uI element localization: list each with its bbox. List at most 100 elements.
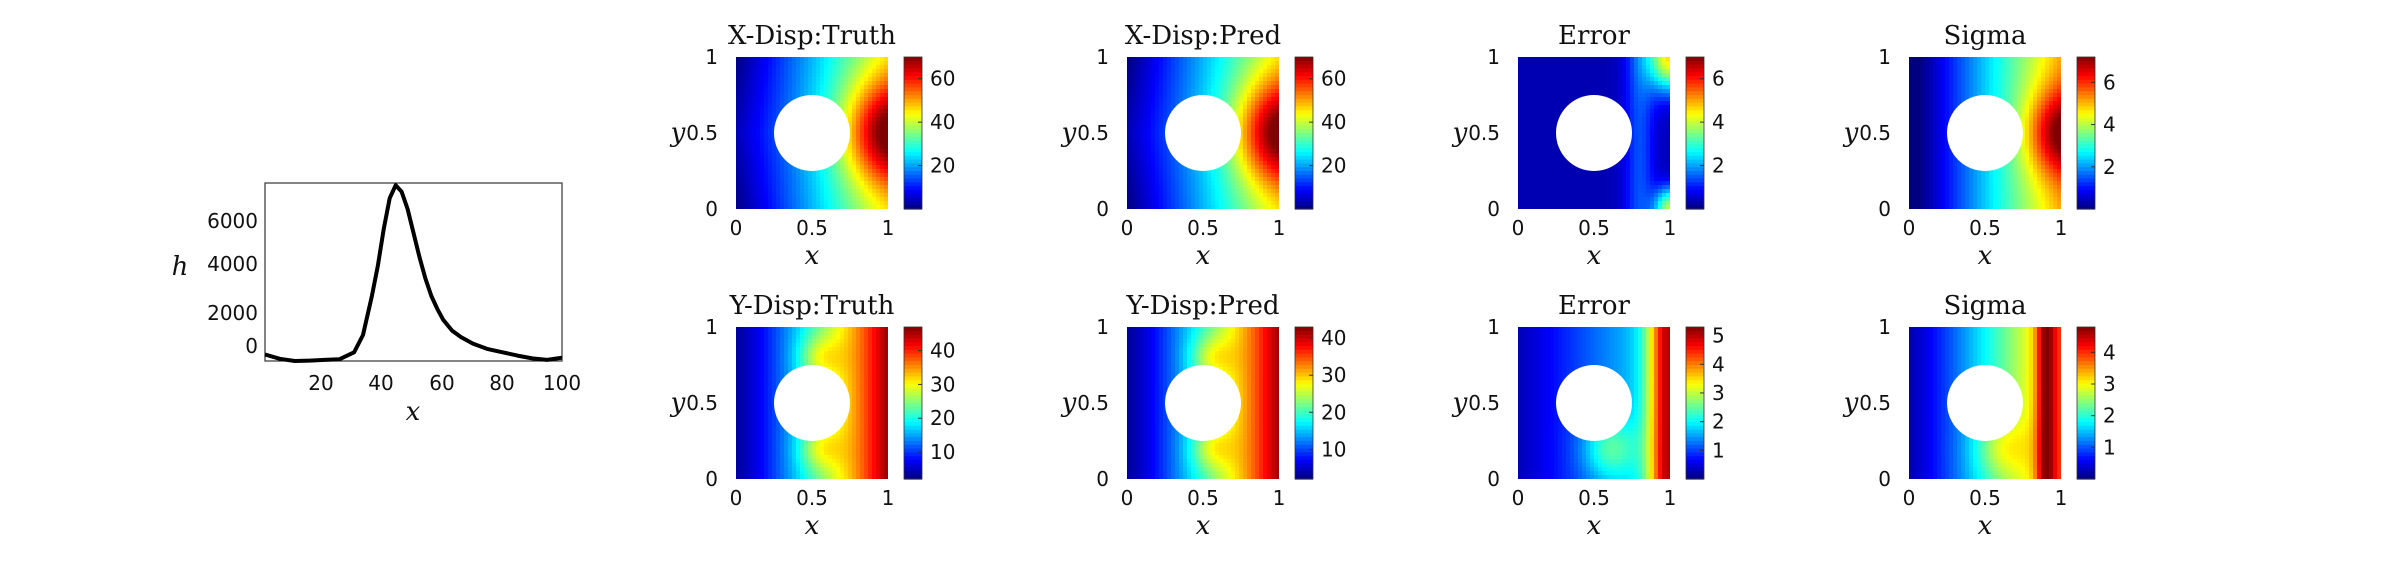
y-tick: 0.5 [686, 121, 718, 145]
colorbar: 10 20 30 40 [903, 326, 955, 480]
colorbar-tick: 6 [1712, 67, 1725, 91]
colorbar: 10 20 30 40 [1294, 326, 1346, 480]
x-tick: 0 [1903, 486, 1916, 510]
heatmap-field [1518, 57, 1670, 209]
hole [1556, 95, 1632, 171]
panel-title: Y-Disp:Truth [729, 291, 895, 321]
x-tick: 0.5 [1969, 216, 2001, 240]
panel-title: Error [1558, 21, 1630, 51]
colorbar-tick: 2 [2103, 155, 2116, 179]
colorbar-tick: 3 [1712, 381, 1725, 405]
x-tick: 1 [882, 486, 895, 510]
x-tick: 1 [1664, 216, 1677, 240]
line-chart: 20 40 60 80 100 x 0 2000 4000 6000 h [172, 182, 581, 427]
hole [1165, 95, 1241, 171]
panel-title: X-Disp:Truth [728, 21, 896, 51]
colorbar-tick: 20 [930, 154, 955, 178]
y-tick: 0 [245, 334, 258, 358]
colorbar: 1 2 3 4 5 [1685, 324, 1725, 480]
x-axis-label: x [1196, 241, 1211, 271]
heatmap-panel: X-Disp:Truth 0 0.5 1 x 0 0.5 1 y 20 40 60 [670, 21, 956, 271]
hole [1556, 365, 1632, 441]
colorbar-tick: 3 [2103, 372, 2116, 396]
x-tick: 1 [2055, 486, 2068, 510]
colorbar-tick: 20 [1321, 400, 1346, 424]
heatmap-panel: X-Disp:Pred 0 0.5 1 x 0 0.5 1 y 20 40 60 [1061, 21, 1347, 271]
hole [1947, 95, 2023, 171]
colorbar-tick: 2 [2103, 404, 2116, 428]
x-axis-label: x [1196, 511, 1211, 541]
y-axis-label: y [1452, 388, 1468, 418]
x-tick: 0.5 [1578, 216, 1610, 240]
line-y-axis: 0 2000 4000 6000 h [172, 209, 258, 358]
hole [774, 95, 850, 171]
colorbar: 2 4 6 [2076, 56, 2116, 210]
y-tick: 1 [1878, 315, 1891, 339]
heatmap-panel: Error 0 0.5 1 x 0 0.5 1 y 2 4 6 [1452, 21, 1725, 271]
colorbar-tick: 10 [1321, 437, 1346, 461]
heatmap-field [736, 57, 888, 209]
y-axis-label: y [1061, 118, 1077, 148]
x-tick: 0.5 [796, 216, 828, 240]
heatmap-field [1127, 57, 1279, 209]
y-axis-label: y [670, 118, 686, 148]
x-tick: 0.5 [1969, 486, 2001, 510]
colorbar-tick: 1 [2103, 435, 2116, 459]
x-tick: 0.5 [1187, 216, 1219, 240]
colorbar-tick: 20 [930, 406, 955, 430]
y-tick: 0 [1487, 467, 1500, 491]
y-tick: 0 [705, 467, 718, 491]
y-tick: 0.5 [1468, 121, 1500, 145]
colorbar-tick: 4 [2103, 113, 2116, 137]
x-axis-label: x [1978, 511, 1993, 541]
y-tick: 0.5 [1077, 391, 1109, 415]
y-axis-label: h [172, 252, 189, 282]
x-axis-label: x [1587, 511, 1602, 541]
colorbar: 1 2 3 4 [2076, 326, 2116, 480]
y-tick: 0 [1878, 197, 1891, 221]
x-tick: 1 [1273, 216, 1286, 240]
panel-title: Sigma [1944, 21, 2027, 51]
x-axis-label: x [406, 397, 421, 427]
colorbar-tick: 1 [1712, 438, 1725, 462]
colorbar-tick: 6 [2103, 70, 2116, 94]
x-tick: 0 [1512, 216, 1525, 240]
x-tick: 1 [1273, 486, 1286, 510]
heatmap-panel: Sigma 0 0.5 1 x 0 0.5 1 y 2 4 6 [1843, 21, 2116, 271]
y-tick: 0.5 [686, 391, 718, 415]
colorbar-tick: 40 [930, 110, 955, 134]
y-tick: 1 [1487, 315, 1500, 339]
y-tick: 0.5 [1859, 391, 1891, 415]
x-tick: 80 [489, 371, 514, 395]
colorbar-tick: 60 [930, 67, 955, 91]
y-tick: 2000 [207, 301, 258, 325]
colorbar-tick: 20 [1321, 154, 1346, 178]
y-tick: 0.5 [1468, 391, 1500, 415]
y-tick: 0.5 [1077, 121, 1109, 145]
y-tick: 0 [1487, 197, 1500, 221]
x-tick: 0 [1121, 216, 1134, 240]
y-tick: 1 [705, 45, 718, 69]
hole [1947, 365, 2023, 441]
panel-title: Y-Disp:Pred [1126, 291, 1280, 321]
x-tick: 1 [882, 216, 895, 240]
y-axis-label: y [1843, 118, 1859, 148]
x-tick: 100 [543, 371, 581, 395]
x-tick: 60 [429, 371, 454, 395]
colorbar-tick: 30 [1321, 363, 1346, 387]
colorbar-tick: 4 [1712, 110, 1725, 134]
y-tick: 1 [1096, 315, 1109, 339]
x-axis-label: x [1978, 241, 1993, 271]
y-axis-label: y [1843, 388, 1859, 418]
y-tick: 6000 [207, 209, 258, 233]
panel-title: X-Disp:Pred [1125, 21, 1281, 51]
y-axis-label: y [1061, 388, 1077, 418]
y-tick: 1 [1487, 45, 1500, 69]
y-tick: 0 [705, 197, 718, 221]
colorbar-tick: 40 [930, 339, 955, 363]
x-axis-label: x [805, 511, 820, 541]
colorbar-tick: 5 [1712, 324, 1725, 348]
panel-title: Error [1558, 291, 1630, 321]
